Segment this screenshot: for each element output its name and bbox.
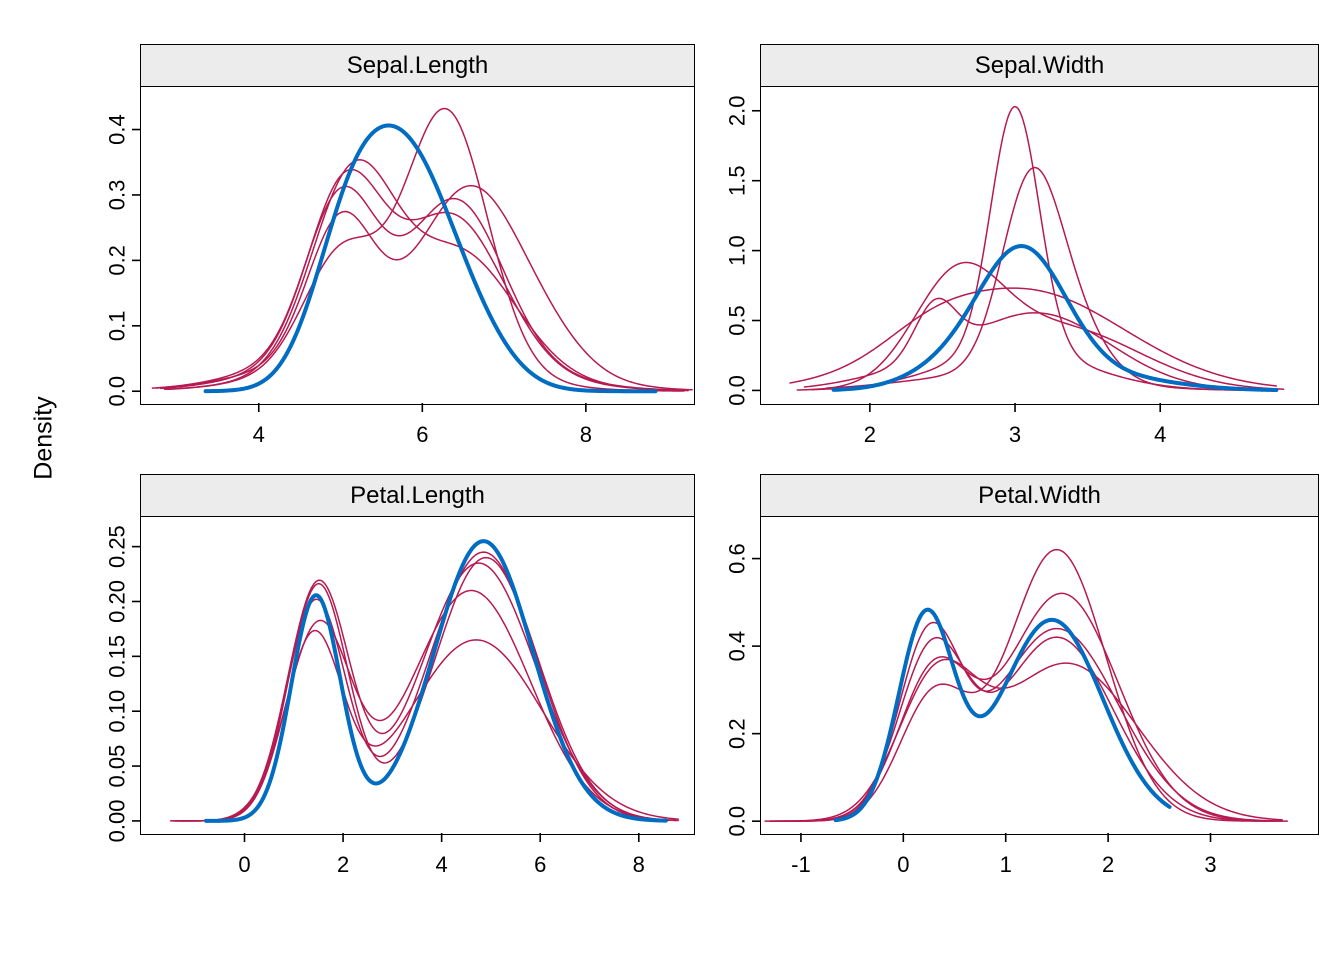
x-tick-label: 2 (337, 852, 349, 877)
y-tick-label: 0.6 (725, 543, 750, 574)
y-tick-label: 0.0 (105, 376, 130, 407)
panel-strip: Sepal.Width (760, 44, 1319, 86)
panel-petal-width: Petal.Width -1 0 1 2 3 0.0 0.2 0.4 0.6 (725, 474, 1319, 877)
x-tick-label: 2 (864, 422, 876, 447)
y-tick-label: 0.1 (105, 311, 130, 342)
x-tick-label: 2 (1102, 852, 1114, 877)
y-tick-label: 0.25 (105, 525, 130, 568)
plot-area: 4 6 8 0.0 0.1 0.2 0.3 0.4 (105, 86, 695, 447)
x-tick-label: 4 (436, 852, 448, 877)
x-tick-label: 1 (1000, 852, 1012, 877)
x-tick-label: 6 (416, 422, 428, 447)
y-tick-label: 0.0 (725, 806, 750, 837)
density-curve-imputed-3 (179, 589, 675, 822)
panel-title: Petal.Width (978, 481, 1101, 509)
density-curve-imputed-3 (779, 636, 1273, 822)
x-tick-label: 8 (580, 422, 592, 447)
panel-sepal-width: Sepal.Width 2 3 4 0.0 0.5 1.0 1.5 2.0 (725, 44, 1319, 447)
density-curve-observed (204, 539, 668, 823)
x-tick-label: -1 (791, 852, 811, 877)
density-curve-imputed-1 (155, 185, 677, 391)
x-tick-label: 4 (1154, 422, 1166, 447)
y-tick-label: 0.5 (725, 305, 750, 336)
panel-sepal-length: Sepal.Length 4 6 8 0.0 0.1 0.2 0.3 0.4 (105, 44, 695, 447)
panel-title: Petal.Length (350, 481, 485, 509)
y-tick-label: 0.4 (725, 631, 750, 662)
y-tick-label: 1.0 (725, 235, 750, 266)
density-curve-imputed-3 (796, 261, 1285, 391)
density-plot-sepal-length: 4 6 8 0.0 0.1 0.2 0.3 0.4 (105, 107, 693, 447)
density-curve-imputed-5 (769, 621, 1278, 822)
density-curve-observed (203, 123, 658, 394)
density-curve-imputed-4 (172, 629, 679, 822)
density-curve-imputed-2 (168, 107, 685, 392)
density-curve-imputed-3 (159, 168, 669, 391)
y-tick-label: 0.4 (105, 114, 130, 145)
density-curve-imputed-1 (811, 105, 1270, 392)
density-curve-observed (833, 607, 1172, 823)
panel-petal-length: Petal.Length 0 2 4 6 8 0.00 0.05 0.10 0.15 0.20 0.… (105, 474, 695, 877)
x-tick-label: 0 (238, 852, 250, 877)
x-tick-label: 6 (534, 852, 546, 877)
density-plot-sepal-width: 2 3 4 0.0 0.5 1.0 1.5 2.0 (725, 95, 1285, 447)
y-tick-label: 1.5 (725, 165, 750, 196)
panel-strip: Sepal.Length (140, 44, 695, 86)
density-curve-imputed-2 (174, 551, 679, 822)
density-curve-imputed-4 (774, 658, 1283, 822)
plot-area: 0 2 4 6 8 0.00 0.05 0.10 0.15 0.20 0.25 (105, 516, 695, 877)
y-axis-title: Density (29, 396, 58, 480)
x-tick-label: 0 (897, 852, 909, 877)
density-plot-petal-length: 0 2 4 6 8 0.00 0.05 0.10 0.15 0.20 0.25 (105, 525, 679, 877)
density-curve-imputed-2 (825, 166, 1278, 392)
x-tick-label: 3 (1009, 422, 1021, 447)
y-tick-label: 0.2 (725, 718, 750, 749)
y-tick-label: 0.2 (105, 245, 130, 276)
plot-area: 2 3 4 0.0 0.5 1.0 1.5 2.0 (725, 86, 1319, 447)
panel-strip: Petal.Length (140, 474, 695, 516)
panel-title: Sepal.Width (974, 51, 1105, 79)
density-curve-imputed-2 (764, 592, 1289, 822)
density-curve-imputed-4 (163, 159, 689, 392)
y-tick-label: 0.20 (105, 580, 130, 623)
density-plot-petal-width: -1 0 1 2 3 0.0 0.2 0.4 0.6 (725, 543, 1289, 877)
panel-title: Sepal.Length (346, 51, 489, 79)
y-tick-label: 0.15 (105, 635, 130, 678)
y-tick-label: 0.05 (105, 745, 130, 788)
y-tick-label: 0.00 (105, 800, 130, 843)
y-tick-label: 0.10 (105, 690, 130, 733)
density-curve-imputed-4 (789, 287, 1278, 387)
y-tick-label: 2.0 (725, 95, 750, 126)
y-tick-label: 0.3 (105, 180, 130, 211)
panel-strip: Petal.Width (760, 474, 1319, 516)
y-tick-label: 0.0 (725, 375, 750, 406)
x-tick-label: 8 (633, 852, 645, 877)
density-curve-imputed-5 (803, 297, 1263, 391)
plot-area: -1 0 1 2 3 0.0 0.2 0.4 0.6 (725, 516, 1319, 877)
density-curve-observed (831, 244, 1279, 393)
density-curve-imputed-1 (769, 548, 1283, 822)
x-tick-label: 4 (253, 422, 265, 447)
x-tick-label: 3 (1204, 852, 1216, 877)
density-curve-imputed-5 (151, 184, 693, 391)
